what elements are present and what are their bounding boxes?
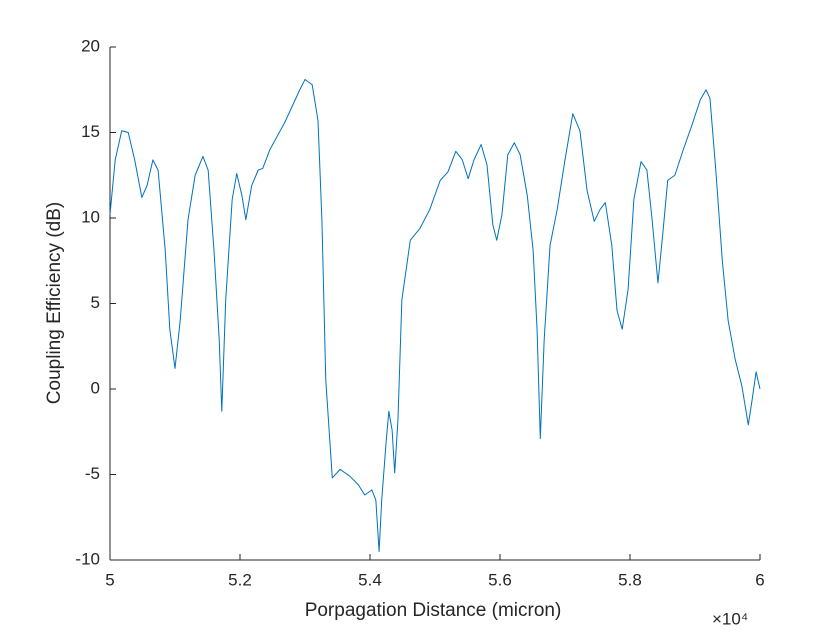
x-tick-label: 5.6: [488, 570, 512, 589]
x-tick-label: 5.2: [228, 570, 252, 589]
y-tick-label: 5: [91, 293, 100, 312]
x-tick-label: 5.8: [618, 570, 642, 589]
x-tick-label: 5: [105, 570, 114, 589]
y-tick-label: 10: [81, 207, 100, 226]
y-tick-label: 20: [81, 36, 100, 55]
y-tick-label: -5: [85, 464, 100, 483]
line: [109, 78, 761, 552]
y-tick-label: 15: [81, 122, 100, 141]
x-axis-label: Porpagation Distance (micron): [305, 600, 562, 621]
y-tick-label: -10: [75, 549, 100, 568]
x-exponent-label: ×10⁴: [712, 609, 748, 628]
y-axis-label: Coupling Efficiency (dB): [44, 202, 65, 404]
y-tick-label: 0: [91, 378, 100, 397]
x-tick-label: 5.4: [358, 570, 382, 589]
x-tick-label: 6: [755, 570, 764, 589]
